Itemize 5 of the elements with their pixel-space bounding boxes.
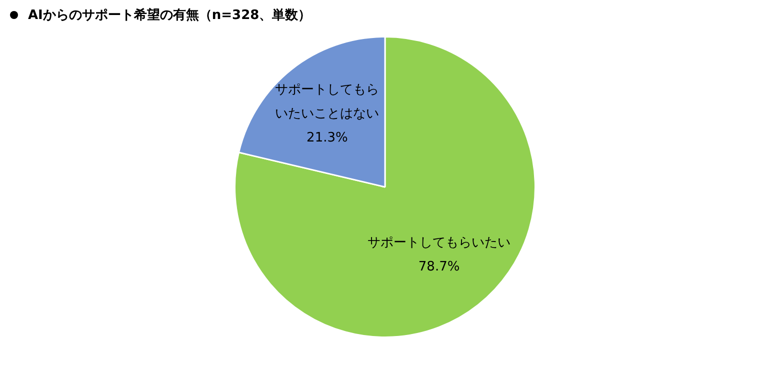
slice-label: サポートしてもらいたいことはない [275, 82, 380, 122]
slice-label: サポートしてもらいたい [368, 236, 511, 251]
data-label: 78.7% [418, 260, 460, 275]
data-label: 21.3% [306, 130, 348, 146]
chart-title: AIからのサポート希望の有無（n=328、単数） [28, 6, 312, 24]
